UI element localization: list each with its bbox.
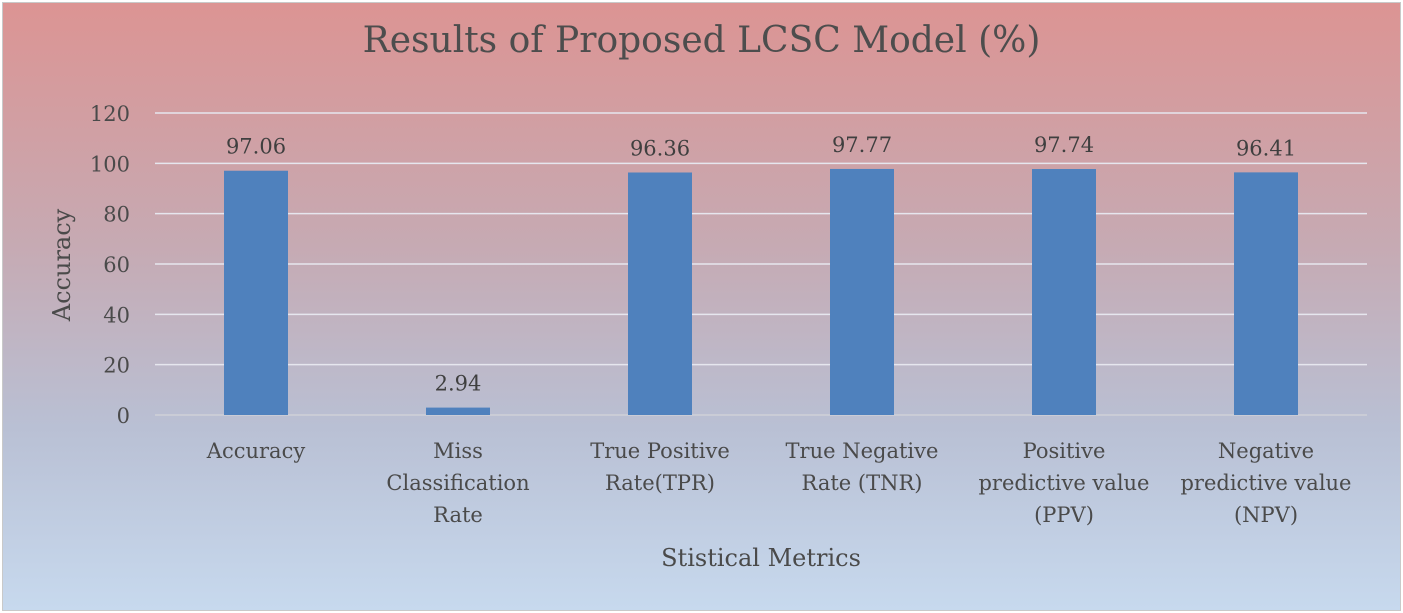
data-label: 96.41 — [1236, 136, 1296, 160]
chart-title: Results of Proposed LCSC Model (%) — [362, 20, 1041, 61]
bar — [224, 170, 288, 415]
x-tick-label: Negative predictive value (NPV) — [1180, 439, 1351, 527]
bar — [1032, 169, 1096, 415]
x-tick-label: Accuracy — [206, 439, 306, 463]
x-tick-label: Miss Classification Rate — [386, 439, 529, 527]
x-axis-title: Stistical Metrics — [661, 544, 861, 572]
y-axis-title: Accuracy — [48, 208, 76, 322]
data-label: 96.36 — [630, 136, 690, 160]
bar — [426, 407, 490, 415]
data-label: 97.74 — [1034, 133, 1094, 157]
data-label: 97.77 — [832, 133, 892, 157]
data-label: 97.06 — [226, 135, 286, 159]
x-tick-label: True Positive Rate(TPR) — [590, 439, 730, 495]
x-tick-label: True Negative Rate (TNR) — [786, 439, 939, 495]
y-tick-label: 20 — [103, 354, 130, 378]
y-tick-label: 120 — [90, 102, 130, 126]
bar — [830, 168, 894, 415]
bar — [628, 172, 692, 415]
bar — [1234, 172, 1298, 415]
y-tick-label: 40 — [103, 303, 130, 327]
y-tick-label: 60 — [103, 253, 130, 277]
y-tick-label: 0 — [117, 404, 130, 428]
y-tick-label: 80 — [103, 203, 130, 227]
y-tick-label: 100 — [90, 152, 130, 176]
data-label: 2.94 — [435, 372, 482, 396]
x-tick-label: Positive predictive value (PPV) — [978, 439, 1149, 527]
